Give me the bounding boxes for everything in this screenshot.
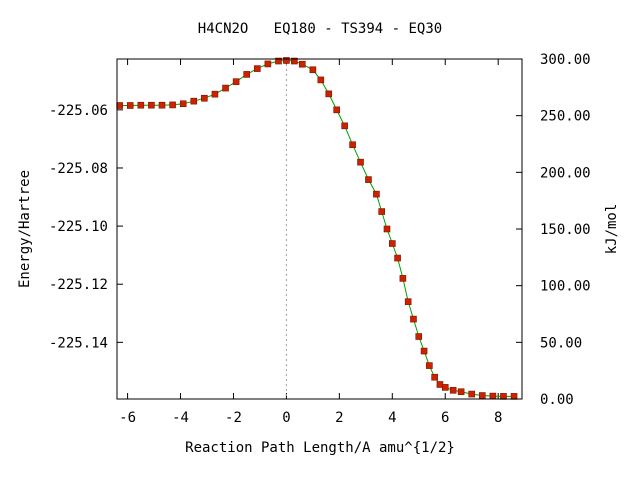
data-point [243, 71, 251, 78]
data-point [275, 57, 282, 65]
data-point [500, 393, 507, 400]
x-axis-label: Reaction Path Length/A amu^{1/2} [185, 440, 455, 456]
y2-tick-label: 100.00 [540, 279, 591, 295]
data-point [341, 122, 348, 130]
data-point [383, 225, 391, 233]
data-point [399, 275, 407, 282]
data-point [449, 386, 457, 394]
y-tick-label: -225.06 [49, 103, 108, 119]
data-point [317, 76, 325, 84]
data-point [478, 392, 486, 399]
x-tick-label: 6 [441, 410, 449, 426]
data-point [431, 373, 438, 381]
x-tick-label: -6 [119, 410, 136, 426]
data-point [116, 102, 123, 109]
data-point [441, 384, 449, 391]
data-point [137, 101, 145, 109]
data-point [325, 90, 333, 98]
data-point [291, 57, 298, 65]
data-point [415, 333, 423, 340]
data-point [264, 60, 272, 68]
data-point [457, 388, 465, 396]
data-point [365, 176, 372, 183]
y-tick-label: -225.10 [49, 219, 108, 235]
data-point [378, 208, 386, 215]
data-point [222, 84, 229, 92]
y-tick-label: -225.14 [49, 335, 108, 351]
y-axis-label: Energy/Hartree [17, 170, 33, 288]
series-line-0 [119, 59, 515, 397]
plot-frame [116, 58, 523, 400]
y2-tick-label: 150.00 [540, 222, 591, 238]
data-point [410, 315, 417, 323]
x-tick-label: -4 [172, 410, 189, 426]
data-point [158, 101, 166, 109]
x-tick-label: 8 [494, 410, 502, 426]
y2-tick-label: 300.00 [540, 52, 591, 68]
data-point [148, 101, 155, 109]
x-tick-label: 4 [388, 410, 396, 426]
data-point [468, 390, 476, 398]
data-point [357, 158, 364, 166]
data-point [298, 60, 306, 68]
data-point [232, 78, 240, 85]
data-point [179, 100, 187, 108]
chart-title: H4CN2O EQ180 - TS394 - EQ30 [198, 21, 442, 37]
x-tick-label: 0 [282, 410, 290, 426]
data-point [373, 190, 380, 198]
data-point [126, 102, 134, 109]
data-point [309, 66, 317, 74]
data-point [349, 141, 356, 149]
data-point [510, 393, 518, 400]
y2-axis-label: kJ/mol [604, 204, 620, 255]
data-point [201, 94, 208, 102]
y2-tick-label: 50.00 [540, 335, 582, 351]
data-point [283, 57, 290, 64]
data-point [169, 101, 176, 109]
y2-tick-label: 250.00 [540, 109, 591, 125]
y-tick-label: -225.12 [49, 277, 108, 293]
data-point [253, 65, 261, 72]
data-point [394, 254, 401, 262]
data-point [489, 392, 497, 400]
data-point [333, 106, 341, 114]
y2-tick-label: 0.00 [540, 392, 574, 408]
y-tick-label: -225.08 [49, 161, 108, 177]
data-point [211, 90, 219, 98]
x-tick-label: 2 [335, 410, 343, 426]
y2-tick-label: 200.00 [540, 165, 591, 181]
x-tick-label: -2 [225, 410, 242, 426]
data-point [190, 97, 198, 105]
data-point [420, 347, 428, 355]
data-point [426, 362, 433, 369]
data-point [388, 240, 396, 247]
data-point [404, 298, 412, 305]
